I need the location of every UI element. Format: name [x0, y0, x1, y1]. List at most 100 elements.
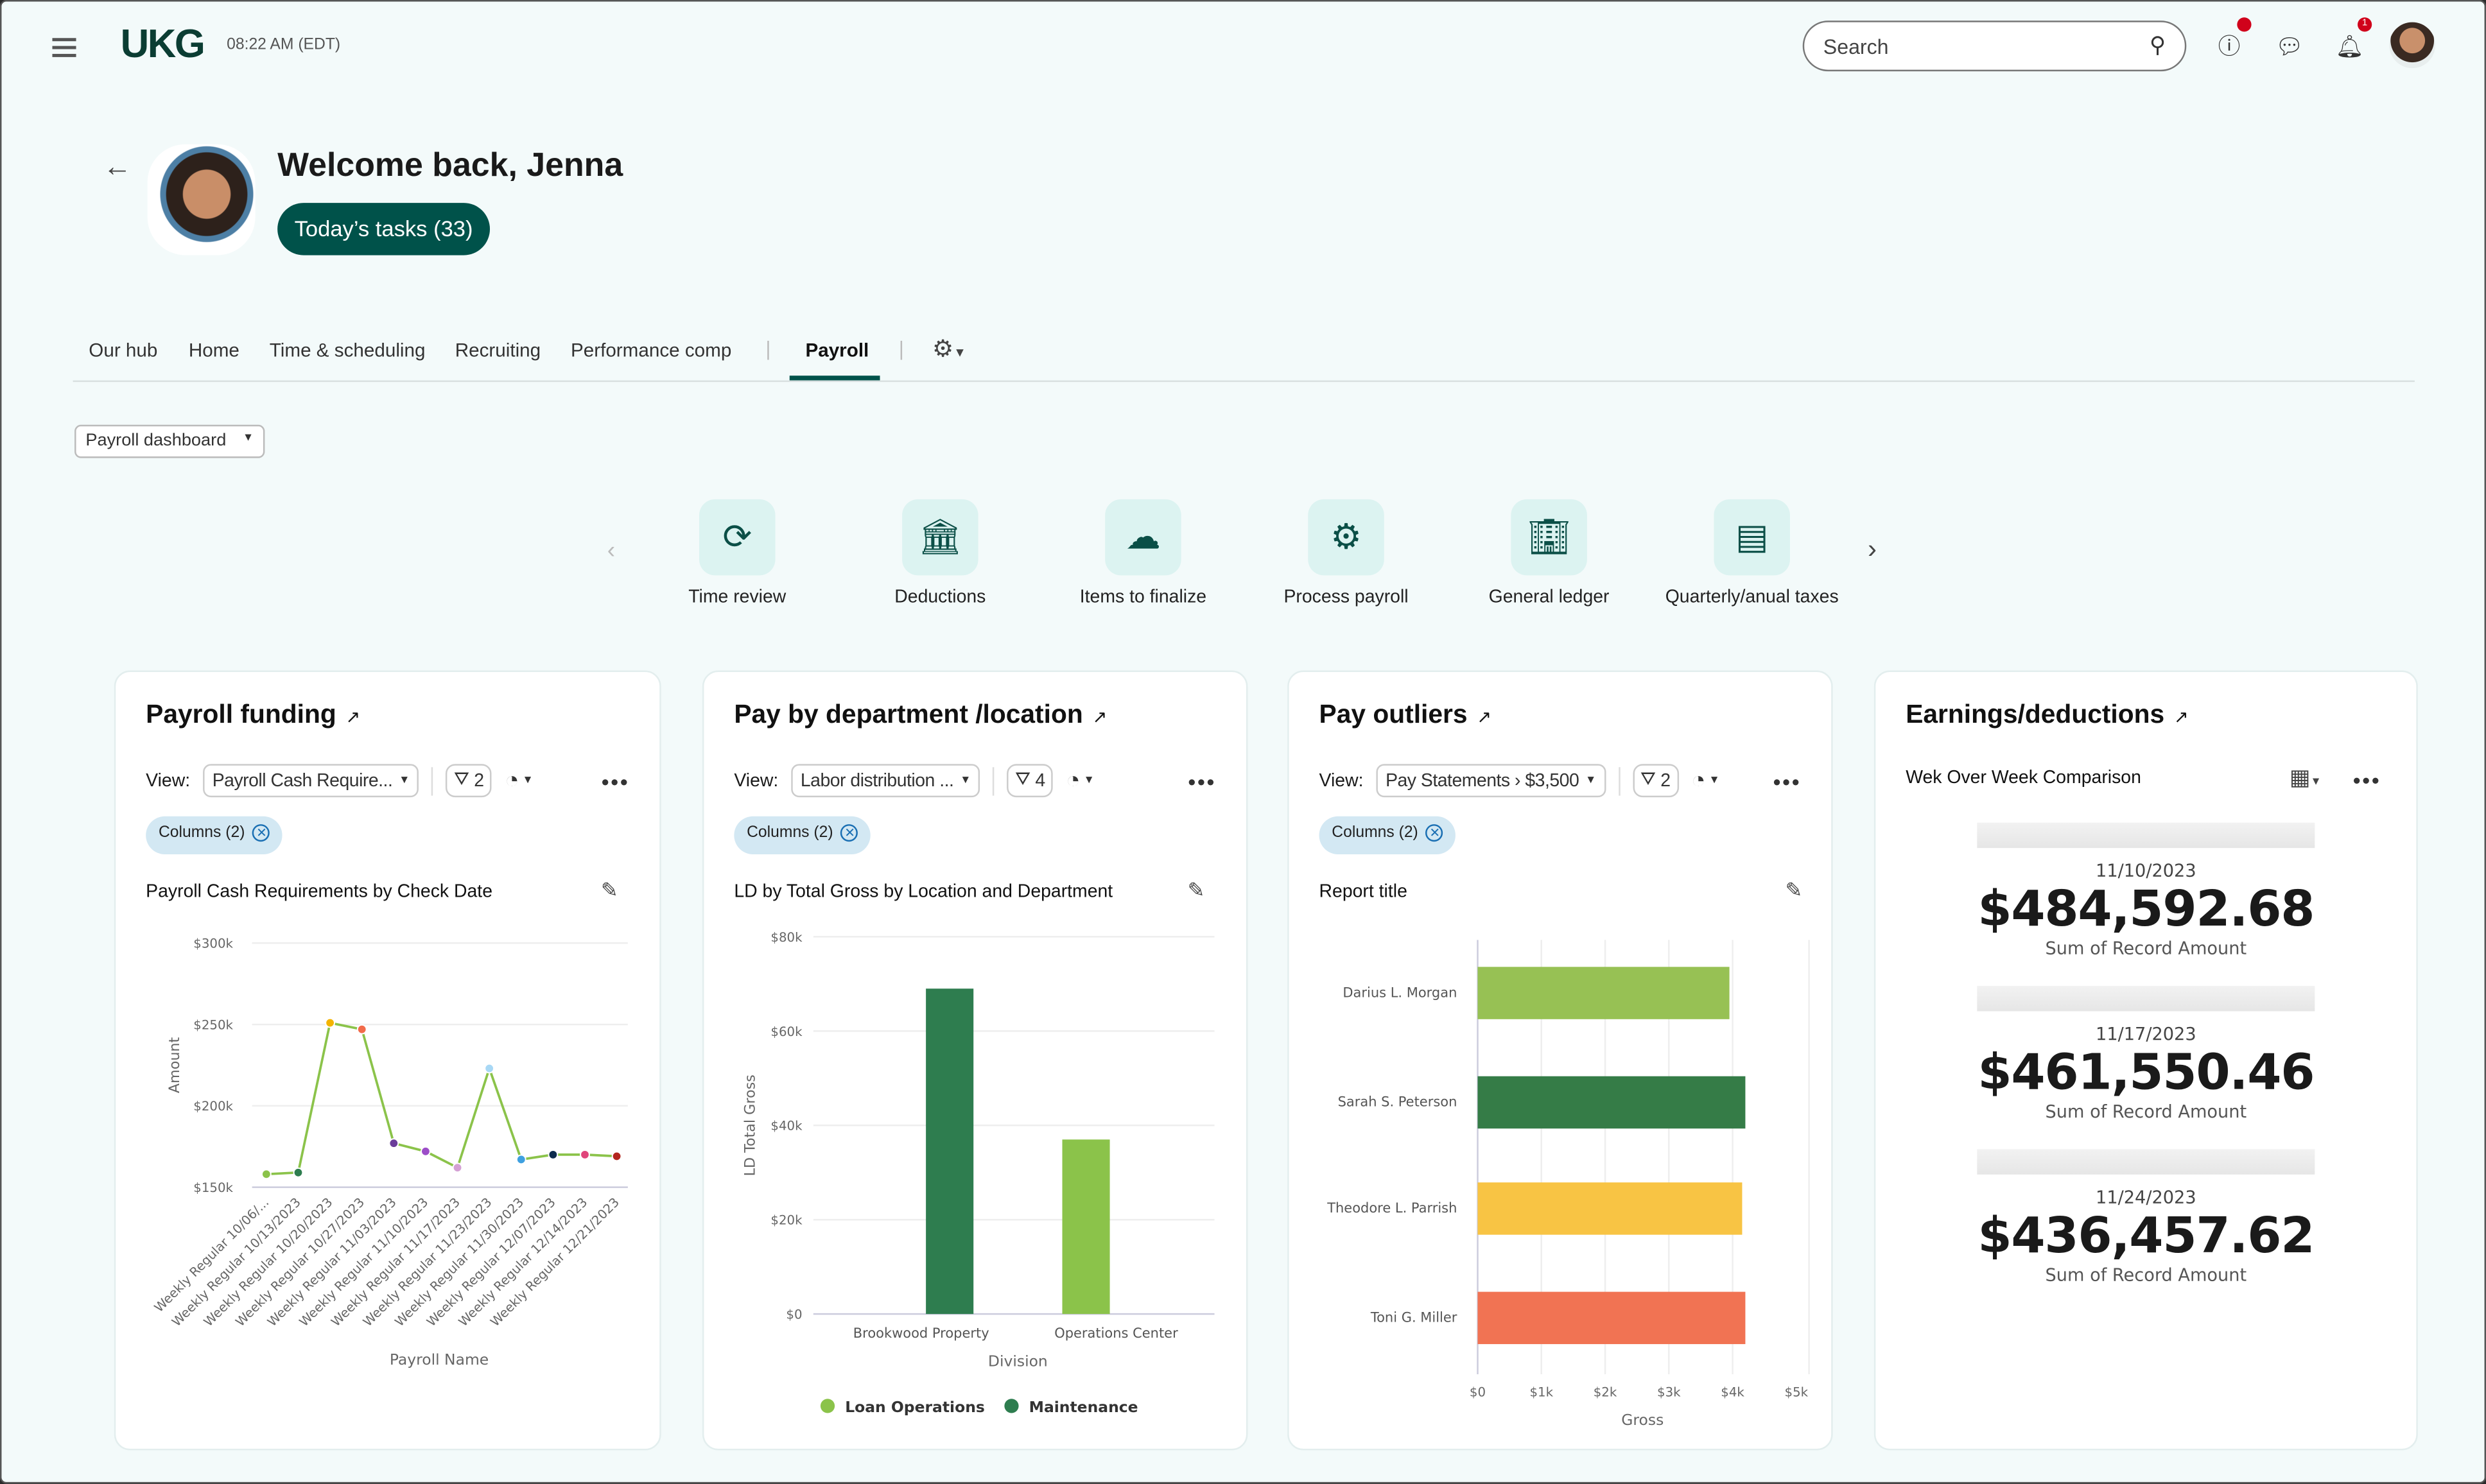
y-axis-label: Amount: [166, 1037, 183, 1093]
back-arrow-icon[interactable]: ←: [103, 150, 132, 182]
bank-dollar-icon: 🏛︎: [917, 517, 962, 556]
data-point: [611, 1151, 622, 1162]
data-point: [452, 1162, 463, 1173]
report-subtitle: Report title: [1319, 883, 1407, 902]
card-title[interactable]: Pay outliers ↗: [1319, 700, 1492, 730]
chart-type-pie-icon[interactable]: ◔ ▼: [1066, 767, 1095, 795]
quick-action-3[interactable]: ⚙: [1308, 499, 1384, 576]
table-chart-icon[interactable]: ▦▼: [2289, 764, 2322, 789]
legend-label: Loan Operations: [845, 1398, 985, 1416]
data-point: [261, 1169, 272, 1180]
tab-performance-comp[interactable]: Performance comp: [570, 339, 732, 362]
todays-tasks-button[interactable]: Today’s tasks (33): [277, 203, 491, 255]
card-title[interactable]: Pay by department /location ↗: [734, 700, 1107, 730]
columns-chip[interactable]: Columns (2) ✕: [1319, 816, 1457, 855]
more-options-icon[interactable]: •••: [2352, 767, 2381, 793]
external-link-icon[interactable]: ↗: [345, 708, 361, 728]
x-tick-label: $1k: [1529, 1385, 1553, 1400]
kpi-value: $461,550.46: [1978, 1044, 2315, 1102]
external-link-icon[interactable]: ↗: [1092, 708, 1108, 728]
tab-recruiting[interactable]: Recruiting: [455, 339, 541, 362]
chart-type-pie-icon[interactable]: ◔ ▼: [505, 767, 534, 795]
columns-chip[interactable]: Columns (2) ✕: [146, 816, 283, 855]
card-title[interactable]: Payroll funding ↗: [146, 700, 360, 730]
quick-action-label[interactable]: Process payroll: [1283, 588, 1409, 607]
quick-action-2[interactable]: ☁: [1105, 499, 1181, 576]
quick-action-label[interactable]: Time review: [688, 588, 787, 607]
chart-type-pie-icon[interactable]: ◔ ▼: [1691, 767, 1720, 795]
card-toolbar: View: Labor distribution ... ▼ ⛛ 4 ◔ ▼ •••: [734, 764, 1217, 798]
y-tick-label: $200k: [193, 1099, 233, 1114]
gears-person-icon: ⚙: [1330, 517, 1362, 556]
view-select[interactable]: Labor distribution ... ▼: [791, 764, 980, 798]
quick-action-4[interactable]: 🏢︎: [1511, 499, 1587, 576]
bar: [1477, 1182, 1743, 1235]
search-input[interactable]: Search ⚲: [1802, 21, 2187, 72]
quick-action-label[interactable]: Items to finalize: [1079, 588, 1207, 607]
kpi-tile: 11/17/2023 $461,550.46 Sum of Record Amoun…: [1977, 1024, 2315, 1122]
tab-payroll[interactable]: Payroll: [805, 339, 869, 362]
quick-action-label[interactable]: Deductions: [894, 588, 986, 607]
remove-chip-icon[interactable]: ✕: [840, 824, 859, 842]
edit-pencil-icon[interactable]: ✎: [600, 878, 618, 902]
card-title-text: Pay outliers: [1319, 700, 1468, 729]
tab-our-hub[interactable]: Our hub: [89, 339, 158, 362]
filter-button[interactable]: ⛛ 2: [1632, 764, 1679, 798]
chevron-down-icon: ▼: [242, 433, 254, 444]
x-tick-label: $4k: [1721, 1385, 1744, 1400]
quick-action-5[interactable]: ▤: [1714, 499, 1790, 576]
y-tick-label: $80k: [770, 930, 803, 945]
quick-action-0[interactable]: ⟳: [699, 499, 776, 576]
pay-by-department-card: Pay by department /location ↗ View: Labor…: [702, 670, 1248, 1451]
search-icon[interactable]: ⚲: [2149, 31, 2166, 57]
view-select-value: Pay Statements › $3,500: [1386, 771, 1579, 790]
report-subtitle: Wek Over Week Comparison: [1906, 768, 2141, 788]
profile-photo: [147, 144, 256, 255]
tab-home[interactable]: Home: [188, 339, 239, 362]
carousel-next-icon[interactable]: ›: [1867, 534, 1877, 565]
card-title[interactable]: Earnings/deductions ↗: [1906, 700, 2189, 730]
quick-action-1[interactable]: 🏛︎: [902, 499, 978, 576]
help-icon[interactable]: ⓘ: [2218, 33, 2241, 59]
view-select[interactable]: Payroll Cash Require... ▼: [202, 764, 419, 798]
more-options-icon[interactable]: •••: [601, 768, 630, 793]
avatar[interactable]: [2389, 22, 2435, 69]
remove-chip-icon[interactable]: ✕: [1426, 824, 1444, 842]
quick-action-label[interactable]: General ledger: [1488, 588, 1610, 607]
filter-button[interactable]: ⛛ 4: [1007, 764, 1054, 798]
external-link-icon[interactable]: ↗: [2174, 708, 2189, 728]
filter-button[interactable]: ⛛ 2: [446, 764, 492, 798]
carousel-prev-icon[interactable]: ‹: [607, 537, 616, 565]
data-point: [548, 1149, 559, 1160]
more-options-icon[interactable]: •••: [1188, 768, 1217, 793]
chat-icon[interactable]: 💬︎: [2275, 33, 2304, 59]
columns-chip[interactable]: Columns (2) ✕: [734, 816, 871, 855]
menu-icon[interactable]: [52, 33, 76, 62]
tab-time-scheduling[interactable]: Time & scheduling: [269, 339, 426, 362]
data-point: [421, 1146, 431, 1157]
remove-chip-icon[interactable]: ✕: [252, 824, 270, 842]
card-title-text: Earnings/deductions: [1906, 700, 2165, 729]
kpi-separator: [1977, 1149, 2315, 1175]
dashboard-select[interactable]: Payroll dashboard ▼: [74, 424, 265, 458]
data-point: [580, 1149, 590, 1160]
bar: [1477, 1076, 1746, 1129]
kpi-label: Sum of Record Amount: [2045, 938, 2247, 959]
edit-pencil-icon[interactable]: ✎: [1187, 878, 1205, 902]
more-options-icon[interactable]: •••: [1773, 768, 1802, 793]
settings-gear-icon[interactable]: ⚙▼: [932, 336, 966, 363]
y-tick-label: $60k: [770, 1024, 803, 1039]
view-select[interactable]: Pay Statements › $3,500 ▼: [1376, 764, 1606, 798]
edit-pencil-icon[interactable]: ✎: [1785, 878, 1803, 902]
x-tick-label: $0: [1470, 1385, 1486, 1400]
x-axis-label: Gross: [1621, 1411, 1664, 1429]
view-label: View:: [1319, 771, 1364, 790]
bell-icon[interactable]: 🔔︎: [2335, 33, 2364, 59]
chevron-down-icon: ▼: [399, 775, 410, 786]
y-tick-label: Darius L. Morgan: [1343, 985, 1457, 1000]
quick-action-label[interactable]: Quarterly/anual taxes: [1665, 588, 1839, 607]
kpi-date: 11/10/2023: [2096, 860, 2196, 881]
external-link-icon[interactable]: ↗: [1477, 708, 1492, 728]
